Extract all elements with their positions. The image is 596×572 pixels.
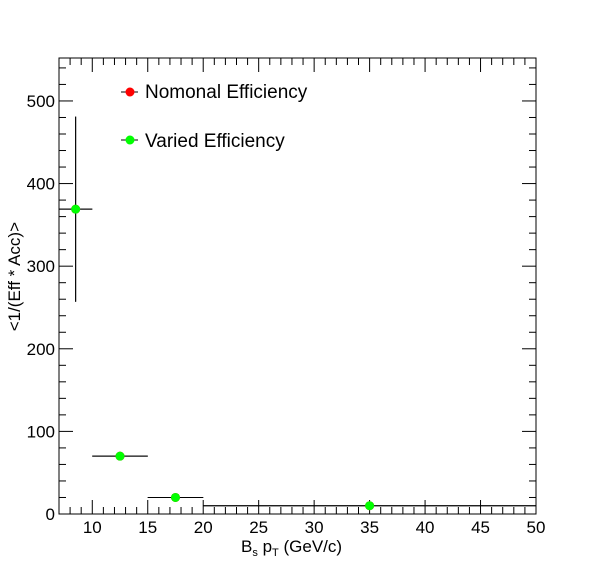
x-tick-label: 50	[527, 518, 546, 537]
x-tick-label: 10	[83, 518, 102, 537]
legend-entry-varied: Varied Efficiency	[121, 131, 285, 152]
x-axis-title-sub2: T	[272, 547, 279, 559]
y-tick-label: 400	[27, 175, 55, 194]
y-tick-label: 200	[27, 340, 55, 359]
y-tick-label: 0	[46, 505, 55, 524]
x-axis-ticks	[58, 58, 537, 514]
y-axis-tick-labels: 0 100 200 300 400 500	[27, 92, 55, 524]
series-0	[59, 116, 536, 511]
series-1	[59, 116, 536, 511]
y-tick-label: 500	[27, 92, 55, 111]
data-point	[71, 204, 81, 214]
data-series	[59, 116, 536, 511]
x-tick-label: 35	[360, 518, 379, 537]
y-tick-label: 300	[27, 257, 55, 276]
x-tick-label: 20	[194, 518, 213, 537]
legend-label-varied: Varied Efficiency	[145, 131, 285, 152]
x-tick-label: 30	[305, 518, 324, 537]
x-tick-label: 45	[471, 518, 490, 537]
x-axis-title: Bs pT (GeV/c)	[241, 537, 342, 559]
y-axis-ticks	[59, 67, 536, 515]
y-tick-label: 100	[27, 422, 55, 441]
y-axis-title: <1/(Eff * Acc)>	[5, 222, 24, 331]
x-axis-title-main: B	[241, 537, 252, 556]
legend-entry-nominal: Nomonal Efficiency	[121, 82, 308, 103]
x-tick-label: 40	[416, 518, 435, 537]
legend: Nomonal Efficiency Varied Efficiency	[121, 82, 308, 152]
x-tick-label: 25	[249, 518, 268, 537]
data-point	[170, 492, 180, 502]
x-axis-title-rest: p	[258, 537, 272, 556]
x-axis-tick-labels: 10 15 20 25 30 35 40 45 50	[83, 518, 546, 537]
x-tick-label: 15	[138, 518, 157, 537]
plot-frame	[58, 57, 537, 515]
x-axis-title-tail: (GeV/c)	[279, 537, 342, 556]
data-point	[365, 501, 375, 511]
legend-marker-varied	[125, 135, 135, 145]
legend-label-nominal: Nomonal Efficiency	[145, 82, 308, 103]
data-point	[115, 451, 125, 461]
legend-marker-nominal	[125, 87, 135, 97]
x-axis-title-sub: s	[252, 547, 258, 559]
